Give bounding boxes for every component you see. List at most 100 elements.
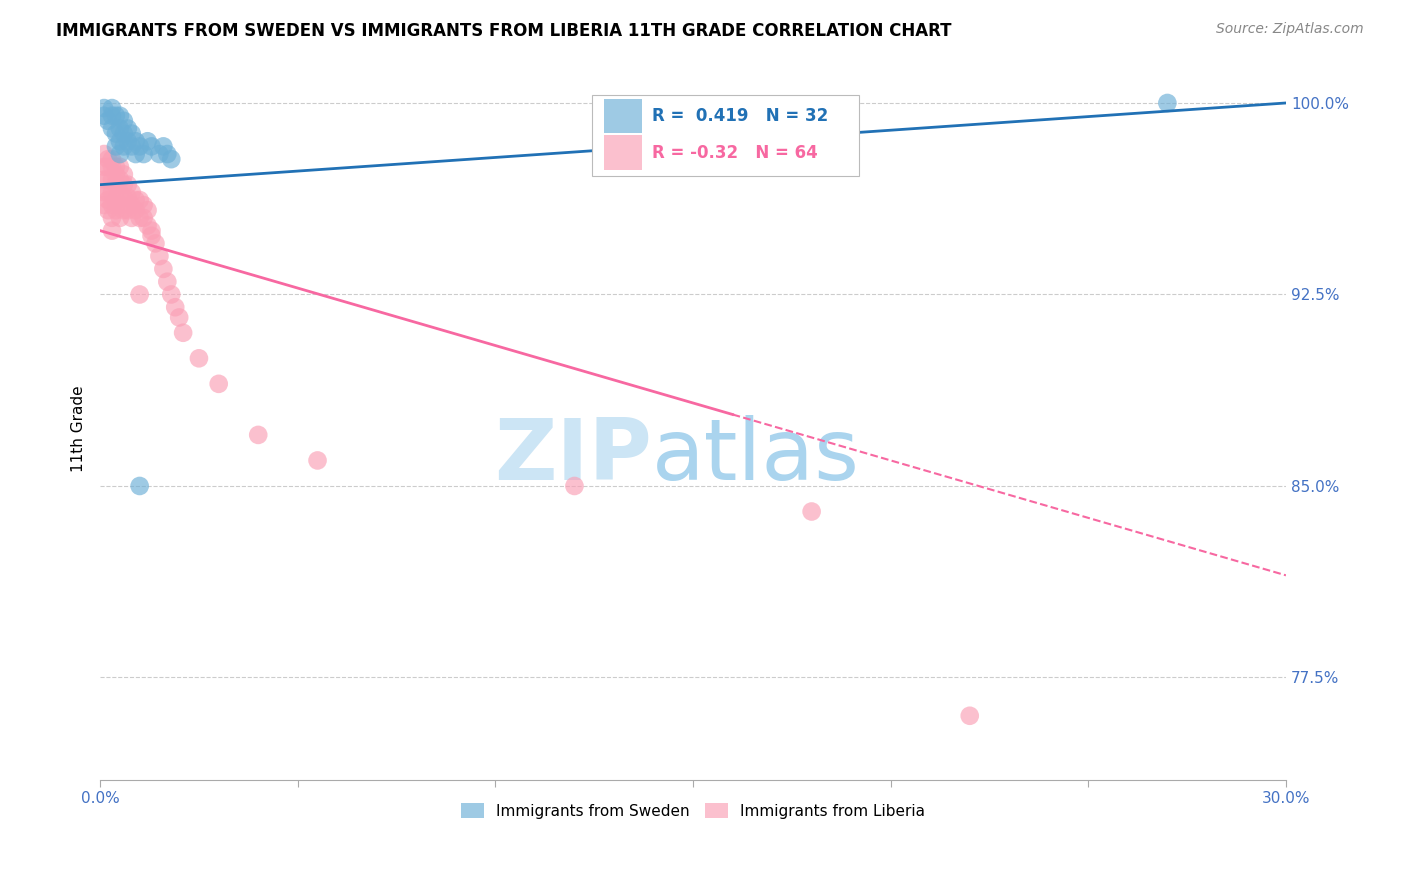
Point bbox=[108, 121, 131, 136]
Point bbox=[145, 236, 167, 251]
Point bbox=[165, 300, 187, 314]
Point bbox=[101, 198, 124, 212]
Point bbox=[148, 147, 170, 161]
Point bbox=[108, 134, 131, 148]
Point bbox=[104, 193, 127, 207]
Point bbox=[800, 504, 823, 518]
Point bbox=[108, 198, 131, 212]
Point bbox=[1156, 95, 1178, 110]
Point bbox=[97, 113, 120, 128]
Point bbox=[108, 160, 131, 174]
Point bbox=[97, 203, 120, 218]
Point bbox=[104, 109, 127, 123]
Point bbox=[141, 224, 163, 238]
Point bbox=[128, 287, 150, 301]
Point bbox=[125, 203, 148, 218]
Point bbox=[128, 211, 150, 225]
Point bbox=[117, 203, 139, 218]
Point bbox=[97, 186, 120, 200]
Point bbox=[101, 172, 124, 186]
Point bbox=[108, 109, 131, 123]
Point bbox=[152, 139, 174, 153]
Point bbox=[112, 113, 135, 128]
Point bbox=[141, 139, 163, 153]
Point bbox=[128, 479, 150, 493]
Point bbox=[121, 198, 143, 212]
Point bbox=[132, 147, 155, 161]
Point bbox=[112, 203, 135, 218]
Point bbox=[97, 193, 120, 207]
Text: ZIP: ZIP bbox=[494, 415, 651, 498]
Point bbox=[104, 203, 127, 218]
Point bbox=[101, 160, 124, 174]
Point bbox=[104, 178, 127, 192]
Point bbox=[101, 109, 124, 123]
Point bbox=[108, 172, 131, 186]
Point bbox=[136, 203, 159, 218]
Point bbox=[97, 172, 120, 186]
Text: atlas: atlas bbox=[651, 415, 859, 498]
Point bbox=[208, 376, 231, 391]
Y-axis label: 11th Grade: 11th Grade bbox=[72, 385, 86, 472]
Point bbox=[97, 160, 120, 174]
Legend: Immigrants from Sweden, Immigrants from Liberia: Immigrants from Sweden, Immigrants from … bbox=[456, 797, 931, 824]
Point bbox=[93, 101, 115, 115]
Point bbox=[101, 152, 124, 166]
Point bbox=[108, 186, 131, 200]
Point bbox=[172, 326, 194, 340]
Text: R = -0.32   N = 64: R = -0.32 N = 64 bbox=[651, 144, 817, 161]
Point bbox=[125, 134, 148, 148]
Point bbox=[112, 127, 135, 141]
Point bbox=[93, 172, 115, 186]
Point bbox=[101, 224, 124, 238]
Point bbox=[117, 121, 139, 136]
Point bbox=[108, 211, 131, 225]
FancyBboxPatch shape bbox=[592, 95, 859, 176]
Point bbox=[93, 109, 115, 123]
Point bbox=[125, 193, 148, 207]
Point bbox=[136, 219, 159, 233]
Point bbox=[156, 275, 179, 289]
Text: IMMIGRANTS FROM SWEDEN VS IMMIGRANTS FROM LIBERIA 11TH GRADE CORRELATION CHART: IMMIGRANTS FROM SWEDEN VS IMMIGRANTS FRO… bbox=[56, 22, 952, 40]
Point bbox=[93, 160, 115, 174]
Point bbox=[117, 190, 139, 204]
Point bbox=[101, 121, 124, 136]
Point bbox=[141, 228, 163, 243]
Text: Source: ZipAtlas.com: Source: ZipAtlas.com bbox=[1216, 22, 1364, 37]
Point bbox=[112, 178, 135, 192]
Point bbox=[121, 211, 143, 225]
Point bbox=[132, 211, 155, 225]
Point bbox=[128, 193, 150, 207]
Point bbox=[121, 186, 143, 200]
Point bbox=[104, 127, 127, 141]
Point bbox=[101, 211, 124, 225]
Point bbox=[121, 139, 143, 153]
Point bbox=[125, 147, 148, 161]
Point bbox=[128, 139, 150, 153]
Point bbox=[93, 198, 115, 212]
Point bbox=[101, 101, 124, 115]
Point bbox=[101, 186, 124, 200]
Point bbox=[136, 134, 159, 148]
Point bbox=[93, 186, 115, 200]
Point bbox=[112, 139, 135, 153]
Point bbox=[156, 147, 179, 161]
Point bbox=[104, 160, 127, 174]
Point bbox=[247, 428, 270, 442]
Point bbox=[112, 168, 135, 182]
FancyBboxPatch shape bbox=[605, 99, 643, 133]
Point bbox=[121, 127, 143, 141]
Point bbox=[160, 287, 183, 301]
Point bbox=[117, 134, 139, 148]
Point bbox=[307, 453, 329, 467]
Point bbox=[167, 310, 190, 325]
Point bbox=[187, 351, 209, 366]
Point bbox=[132, 198, 155, 212]
Point bbox=[104, 168, 127, 182]
Point bbox=[959, 708, 981, 723]
Point bbox=[160, 152, 183, 166]
Point bbox=[152, 262, 174, 277]
Point bbox=[93, 147, 115, 161]
Point bbox=[112, 190, 135, 204]
Point bbox=[117, 178, 139, 192]
